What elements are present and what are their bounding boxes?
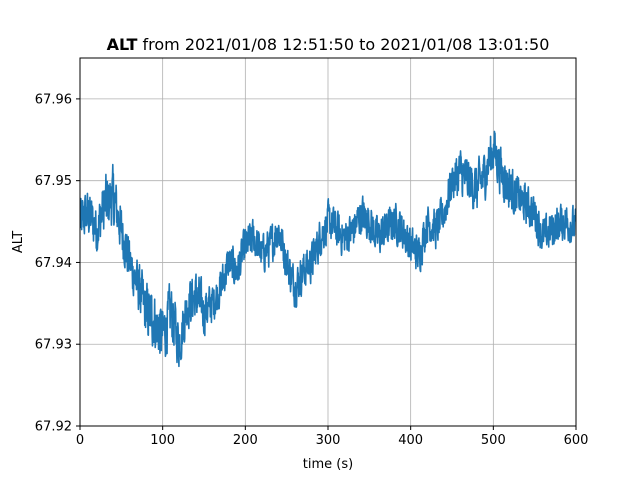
y-axis-label: ALT — [11, 231, 26, 253]
y-tick-label: 67.93 — [35, 338, 72, 353]
x-axis-label: time (s) — [303, 457, 353, 472]
y-tick-label: 67.92 — [35, 420, 72, 435]
series-line-alt — [80, 130, 576, 368]
y-tick-label: 67.96 — [35, 92, 72, 107]
x-tick-label: 0 — [76, 433, 84, 448]
chart-title-rest: from 2021/01/08 12:51:50 to 2021/01/08 1… — [137, 35, 549, 54]
chart-title-bold: ALT — [107, 35, 138, 54]
x-tick-label: 500 — [481, 433, 506, 448]
y-tick-label: 67.95 — [35, 174, 72, 189]
x-axis-ticks: 0 100 200 300 400 500 600 — [76, 426, 589, 448]
x-tick-label: 400 — [398, 433, 423, 448]
x-tick-label: 600 — [564, 433, 589, 448]
grid — [79, 58, 577, 427]
y-axis-ticks: 67.92 67.93 67.94 67.95 67.96 — [35, 92, 80, 435]
y-tick-label: 67.94 — [35, 256, 72, 271]
x-tick-label: 300 — [316, 433, 341, 448]
x-tick-label: 100 — [150, 433, 175, 448]
plot-area — [80, 130, 576, 368]
x-tick-label: 200 — [233, 433, 258, 448]
chart-title: ALT from 2021/01/08 12:51:50 to 2021/01/… — [107, 35, 550, 54]
